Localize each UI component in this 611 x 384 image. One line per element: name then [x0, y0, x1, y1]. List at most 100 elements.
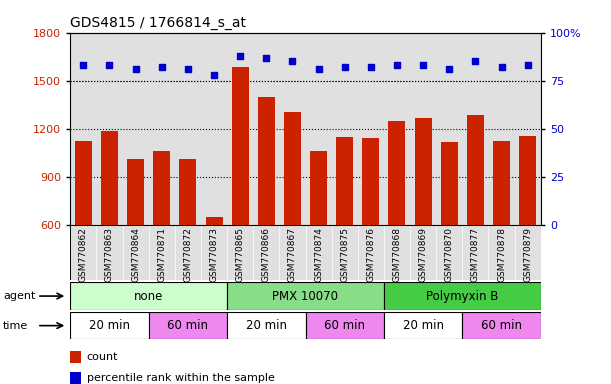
Bar [97, 33, 123, 225]
Point [288, 58, 298, 65]
Bar [306, 33, 332, 225]
Point [419, 62, 428, 68]
Bar [463, 225, 488, 280]
Text: GDS4815 / 1766814_s_at: GDS4815 / 1766814_s_at [70, 16, 246, 30]
Bar [227, 282, 384, 310]
Bar [153, 151, 170, 225]
Text: GSM770875: GSM770875 [340, 227, 349, 282]
Bar [384, 282, 541, 310]
Point [235, 53, 245, 59]
Text: count: count [87, 352, 119, 362]
Text: GSM770870: GSM770870 [445, 227, 454, 282]
Bar [148, 33, 175, 225]
Point [157, 64, 167, 70]
Point [262, 55, 271, 61]
Bar [306, 312, 384, 339]
Bar [70, 312, 148, 339]
Bar [123, 225, 148, 280]
Bar [258, 98, 275, 225]
Bar [488, 33, 514, 225]
Point [313, 66, 323, 72]
Bar [336, 137, 353, 225]
Bar [467, 115, 484, 225]
Text: GSM770869: GSM770869 [419, 227, 428, 282]
Bar [519, 136, 536, 225]
Text: GSM770877: GSM770877 [471, 227, 480, 282]
Point [104, 62, 114, 68]
Bar [101, 131, 118, 225]
Bar [306, 225, 332, 280]
Text: GSM770865: GSM770865 [236, 227, 244, 282]
Bar [253, 225, 279, 280]
Text: GSM770866: GSM770866 [262, 227, 271, 282]
Point [340, 64, 349, 70]
Bar [358, 225, 384, 280]
Bar [488, 225, 514, 280]
Text: 20 min: 20 min [89, 319, 130, 332]
Text: GSM770868: GSM770868 [392, 227, 401, 282]
Point [497, 64, 507, 70]
Bar [123, 33, 148, 225]
Text: percentile rank within the sample: percentile rank within the sample [87, 373, 274, 383]
Bar [493, 141, 510, 225]
Text: GSM770872: GSM770872 [183, 227, 192, 282]
Text: GSM770879: GSM770879 [523, 227, 532, 282]
Bar [415, 118, 431, 225]
Bar [384, 225, 410, 280]
Point [78, 62, 88, 68]
Bar [384, 312, 463, 339]
Point [366, 64, 376, 70]
Text: GSM770864: GSM770864 [131, 227, 140, 282]
Bar [175, 225, 201, 280]
Bar [389, 121, 406, 225]
Bar [441, 142, 458, 225]
Text: time: time [3, 321, 28, 331]
Bar [410, 225, 436, 280]
Text: 20 min: 20 min [403, 319, 444, 332]
Text: Polymyxin B: Polymyxin B [426, 290, 499, 303]
Bar [70, 225, 97, 280]
Point [183, 66, 193, 72]
Bar [279, 33, 306, 225]
Text: PMX 10070: PMX 10070 [273, 290, 338, 303]
Bar [514, 33, 541, 225]
Bar [201, 33, 227, 225]
Bar [358, 33, 384, 225]
Bar [384, 33, 410, 225]
Text: GSM770871: GSM770871 [157, 227, 166, 282]
Bar [253, 33, 279, 225]
Bar [279, 225, 306, 280]
Text: GSM770874: GSM770874 [314, 227, 323, 282]
Bar [70, 372, 81, 384]
Text: GSM770862: GSM770862 [79, 227, 88, 282]
Bar [70, 282, 227, 310]
Text: 60 min: 60 min [167, 319, 208, 332]
Text: 60 min: 60 min [324, 319, 365, 332]
Bar [201, 225, 227, 280]
Point [444, 66, 454, 72]
Bar [463, 33, 488, 225]
Text: 60 min: 60 min [481, 319, 522, 332]
Bar [148, 225, 175, 280]
Bar [514, 225, 541, 280]
Bar [463, 312, 541, 339]
Text: GSM770873: GSM770873 [210, 227, 219, 282]
Bar [232, 67, 249, 225]
Bar [227, 312, 306, 339]
Bar [227, 225, 253, 280]
Bar [180, 159, 196, 225]
Text: agent: agent [3, 291, 35, 301]
Text: GSM770867: GSM770867 [288, 227, 297, 282]
Text: GSM770876: GSM770876 [367, 227, 375, 282]
Bar [205, 217, 222, 225]
Point [392, 62, 402, 68]
Point [470, 58, 480, 65]
Point [131, 66, 141, 72]
Bar [75, 141, 92, 225]
Bar [148, 312, 227, 339]
Bar [436, 225, 463, 280]
Bar [175, 33, 201, 225]
Text: GSM770878: GSM770878 [497, 227, 506, 282]
Text: 20 min: 20 min [246, 319, 287, 332]
Point [209, 72, 219, 78]
